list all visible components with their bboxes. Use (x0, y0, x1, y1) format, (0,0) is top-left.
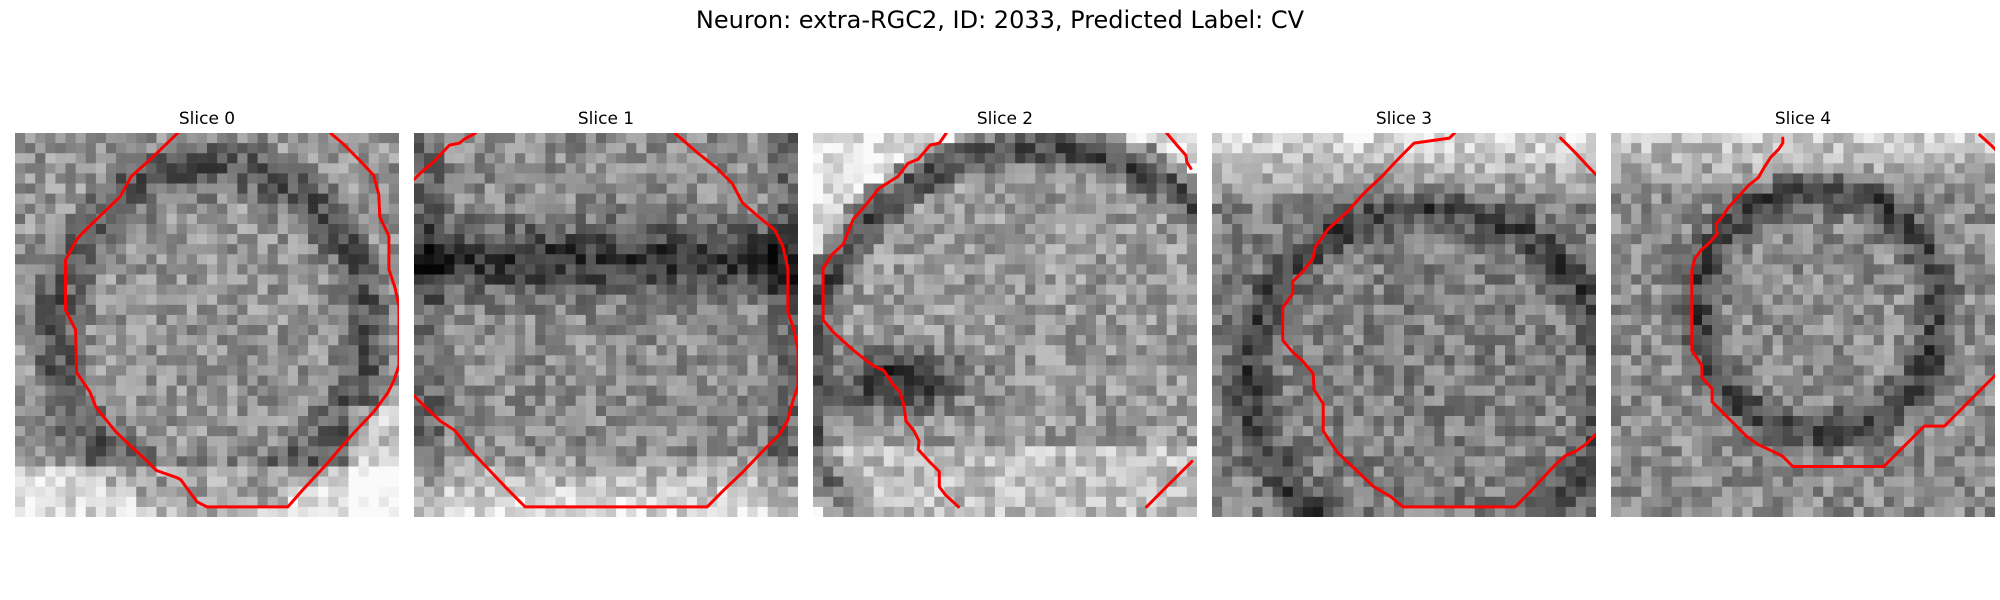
slice-title: Slice 3 (1375, 109, 1433, 129)
pixel-grid (813, 133, 1197, 517)
slice-panel-2: Slice 2 (813, 108, 1197, 517)
slice-image (813, 133, 1197, 517)
contour-line (1281, 133, 1596, 509)
contour-line (1978, 133, 1995, 152)
contour-line (64, 133, 399, 509)
pixel-grid (1611, 133, 1995, 517)
contour-line (1165, 133, 1193, 170)
slice-panel-0: Slice 0 (15, 108, 399, 517)
contour-line (414, 133, 798, 509)
slice-image (1611, 133, 1995, 517)
slice-panel-4: Slice 4 (1611, 108, 1995, 517)
slice-panel-1: Slice 1 (414, 108, 798, 517)
pixel-grid (414, 133, 798, 517)
slice-title: Slice 2 (976, 109, 1034, 129)
contour-line (1145, 459, 1194, 509)
contour-line (414, 133, 478, 181)
figure-title: Neuron: extra-RGC2, ID: 2033, Predicted … (695, 6, 1305, 34)
slice-title: Slice 1 (577, 109, 635, 129)
slice-image (1212, 133, 1596, 517)
contour-line (1559, 136, 1596, 177)
slice-image (414, 133, 798, 517)
contour-line (1690, 136, 1995, 468)
slice-panel-3: Slice 3 (1212, 108, 1596, 517)
pixel-grid (15, 133, 399, 517)
pixel-grid (1212, 133, 1596, 517)
slice-title: Slice 4 (1774, 109, 1832, 129)
contour-line (821, 133, 960, 509)
slice-title: Slice 0 (178, 109, 236, 129)
slice-image (15, 133, 399, 517)
